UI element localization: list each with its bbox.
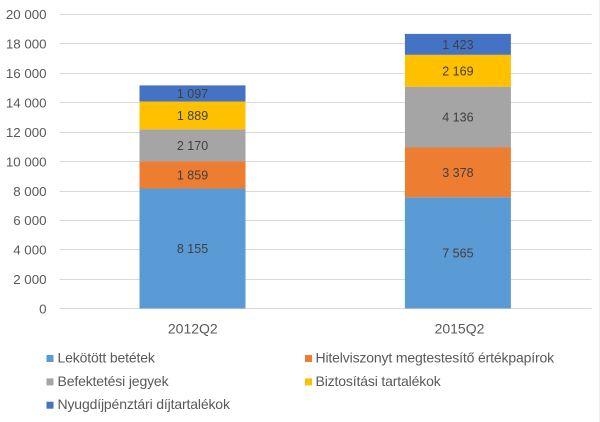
- svg-text:18 000: 18 000: [6, 37, 47, 52]
- svg-text:1 423: 1 423: [442, 38, 473, 52]
- svg-text:1 859: 1 859: [177, 168, 208, 182]
- svg-text:Lekötött betétek: Lekötött betétek: [58, 349, 156, 365]
- svg-text:14 000: 14 000: [6, 96, 47, 111]
- svg-text:20 000: 20 000: [6, 7, 47, 22]
- svg-text:2 170: 2 170: [177, 139, 208, 153]
- svg-text:2 169: 2 169: [442, 64, 473, 78]
- svg-text:4 136: 4 136: [442, 111, 473, 125]
- svg-text:12 000: 12 000: [6, 125, 47, 140]
- svg-text:10 000: 10 000: [6, 154, 47, 169]
- svg-text:1 889: 1 889: [177, 109, 208, 123]
- svg-text:1 097: 1 097: [177, 87, 208, 101]
- svg-text:2015Q2: 2015Q2: [435, 321, 485, 337]
- svg-text:8 155: 8 155: [177, 242, 208, 256]
- svg-text:Befektetési jegyek: Befektetési jegyek: [58, 373, 170, 389]
- svg-text:0: 0: [39, 302, 46, 317]
- svg-text:7 565: 7 565: [442, 246, 473, 260]
- svg-text:Nyugdíjpénztári díjtartalékok: Nyugdíjpénztári díjtartalékok: [58, 396, 231, 412]
- svg-text:8 000: 8 000: [13, 184, 46, 199]
- svg-text:4 000: 4 000: [13, 243, 46, 258]
- svg-text:Biztosítási tartalékok: Biztosítási tartalékok: [316, 373, 442, 389]
- svg-text:2012Q2: 2012Q2: [168, 321, 218, 337]
- svg-text:16 000: 16 000: [6, 66, 47, 81]
- svg-text:2 000: 2 000: [13, 272, 46, 287]
- svg-text:3 378: 3 378: [442, 166, 473, 180]
- svg-text:6 000: 6 000: [13, 213, 46, 228]
- svg-text:Hitelviszonyt megtestesítő ért: Hitelviszonyt megtestesítő értékpapírok: [316, 349, 556, 365]
